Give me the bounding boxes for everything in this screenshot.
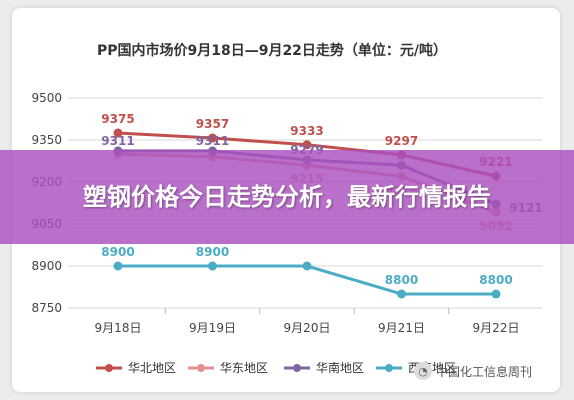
data-label: 8800 bbox=[385, 273, 418, 287]
watermark-text: 中国化工信息周刊 bbox=[436, 364, 533, 379]
x-tick-label: 9月19日 bbox=[189, 321, 236, 335]
watermark: ◔ 中国化工信息周刊 bbox=[414, 360, 532, 382]
y-tick-label: 9500 bbox=[31, 91, 62, 105]
y-tick-label: 8750 bbox=[31, 301, 62, 315]
y-tick-label: 9350 bbox=[31, 133, 62, 147]
data-label: 9297 bbox=[385, 134, 418, 148]
data-label: 8900 bbox=[101, 245, 134, 259]
headline-text: 塑钢价格今日走势分析，最新行情报告 bbox=[83, 183, 491, 211]
data-point bbox=[113, 261, 123, 271]
data-point bbox=[208, 133, 217, 143]
x-tick-label: 9月18日 bbox=[95, 321, 142, 335]
data-point bbox=[302, 261, 312, 271]
legend-marker bbox=[105, 364, 113, 372]
legend-label: 华东地区 bbox=[220, 361, 268, 375]
data-point bbox=[302, 140, 312, 150]
data-label: 9311 bbox=[196, 134, 229, 148]
legend: 华北地区 华东地区 华南地区 西南地区 bbox=[96, 360, 456, 375]
data-point bbox=[397, 289, 406, 299]
x-tick-label: 9月22日 bbox=[473, 321, 520, 335]
data-point bbox=[208, 261, 217, 271]
chart-title: PP国内市场价9月18日—9月22日走势（单位：元/吨） bbox=[97, 42, 447, 59]
legend-marker bbox=[385, 364, 393, 372]
chat-bubble-icon: ◔ bbox=[414, 362, 432, 380]
data-point bbox=[113, 128, 123, 138]
data-label: 8900 bbox=[196, 245, 229, 259]
legend-label: 华北地区 bbox=[128, 361, 176, 375]
x-tick-label: 9月21日 bbox=[378, 321, 425, 335]
legend-label: 华南地区 bbox=[316, 360, 364, 375]
data-label: 9357 bbox=[196, 117, 229, 131]
data-label: 8800 bbox=[479, 273, 512, 287]
data-point bbox=[491, 289, 501, 299]
data-label: 9311 bbox=[101, 134, 134, 148]
x-tick-label: 9月20日 bbox=[284, 321, 331, 335]
legend-marker bbox=[293, 364, 301, 372]
y-tick-label: 8900 bbox=[31, 259, 62, 273]
headline-banner: 塑钢价格今日走势分析，最新行情报告 bbox=[0, 150, 574, 244]
legend-marker bbox=[197, 364, 205, 372]
data-label: 9333 bbox=[290, 124, 323, 138]
data-label: 9375 bbox=[101, 112, 134, 126]
